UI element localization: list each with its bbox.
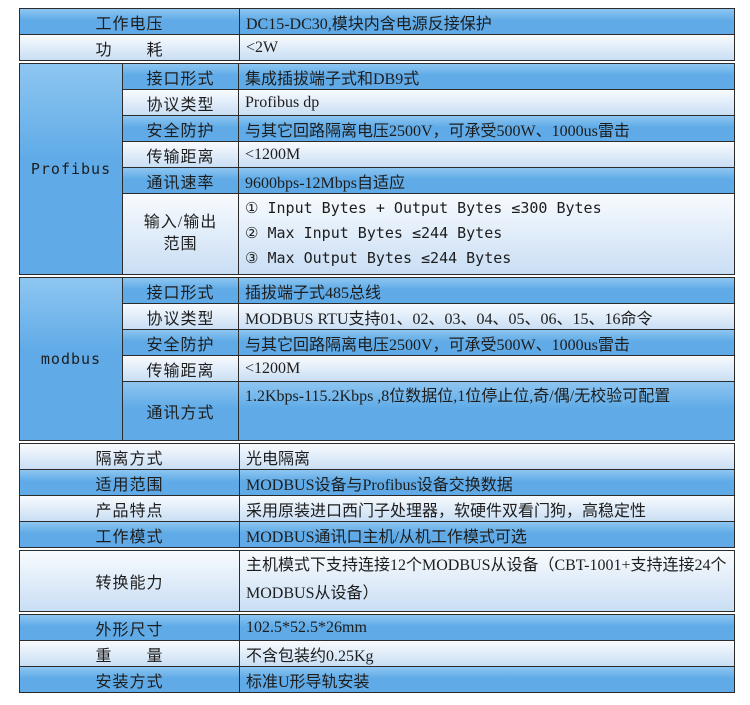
spec-row-convert: 转换能力 主机模式下支持连接12个MODBUS从设备（CBT-1001+支持连接… bbox=[20, 551, 734, 611]
spec-label: 适用范围 bbox=[20, 470, 240, 495]
spec-table: 工作电压 DC15-DC30,模块内含电源反接保护 功 耗 <2W Profib… bbox=[19, 8, 735, 693]
section-physical: 外形尺寸 102.5*52.5*26mm 重 量 不含包装约0.25Kg 安装方… bbox=[19, 614, 735, 693]
spec-row: 接口形式 插拔端子式485总线 bbox=[123, 278, 734, 303]
spec-value: DC15-DC30,模块内含电源反接保护 bbox=[240, 9, 734, 34]
io-line: ① Input Bytes + Output Bytes ≤300 Bytes bbox=[245, 199, 602, 217]
section-modbus: modbus 接口形式 插拔端子式485总线 协议类型 MODBUS RTU支持… bbox=[19, 277, 735, 441]
spec-row: 工作模式 MODBUS通讯口主机/从机工作模式可选 bbox=[20, 521, 734, 547]
spec-value: <1200M bbox=[239, 356, 734, 381]
spec-row: 重 量 不含包装约0.25Kg bbox=[20, 640, 734, 666]
spec-row: 功 耗 <2W bbox=[20, 34, 734, 60]
spec-label: 接口形式 bbox=[123, 278, 239, 303]
spec-value: 采用原装进口西门子处理器，软硬件双看门狗，高稳定性 bbox=[240, 496, 734, 521]
spec-value: <2W bbox=[240, 35, 734, 60]
spec-value: ① Input Bytes + Output Bytes ≤300 Bytes … bbox=[239, 194, 734, 274]
spec-row: 工作电压 DC15-DC30,模块内含电源反接保护 bbox=[20, 9, 734, 34]
io-line: ② Max Input Bytes ≤244 Bytes bbox=[245, 224, 503, 242]
spec-value: 1.2Kbps-115.2Kbps ,8位数据位,1位停止位,奇/偶/无校验可配… bbox=[239, 382, 734, 440]
io-label-line2: 范围 bbox=[163, 236, 198, 253]
spec-label: 外形尺寸 bbox=[20, 615, 240, 640]
modbus-group-label: modbus bbox=[20, 278, 123, 440]
spec-label: 产品特点 bbox=[20, 496, 240, 521]
spec-value: <1200M bbox=[239, 142, 734, 167]
io-label-line1: 输入/输出 bbox=[143, 214, 218, 231]
spec-value: MODBUS设备与Profibus设备交换数据 bbox=[240, 470, 734, 495]
spec-value: 9600bps-12Mbps自适应 bbox=[239, 168, 734, 193]
spec-label: 安装方式 bbox=[20, 667, 240, 692]
spec-label: 传输距离 bbox=[123, 142, 239, 167]
spec-row: 接口形式 集成插拔端子式和DB9式 bbox=[123, 64, 734, 89]
spec-value: 主机模式下支持连接12个MODBUS从设备（CBT-1001+支持连接24个MO… bbox=[240, 551, 734, 611]
spec-label: 通讯方式 bbox=[123, 382, 239, 440]
section-general: 隔离方式 光电隔离 适用范围 MODBUS设备与Profibus设备交换数据 产… bbox=[19, 443, 735, 548]
spec-label: 隔离方式 bbox=[20, 444, 240, 469]
spec-value: 102.5*52.5*26mm bbox=[240, 615, 734, 640]
spec-row: 安装方式 标准U形导轨安装 bbox=[20, 666, 734, 692]
profibus-group-label: Profibus bbox=[20, 64, 123, 274]
spec-label: 输入/输出 范围 bbox=[123, 194, 239, 274]
spec-value: 光电隔离 bbox=[240, 444, 734, 469]
spec-row: 安全防护 与其它回路隔离电压2500V，可承受500W、1000us雷击 bbox=[123, 115, 734, 141]
section-power: 工作电压 DC15-DC30,模块内含电源反接保护 功 耗 <2W bbox=[19, 8, 735, 61]
spec-row: 适用范围 MODBUS设备与Profibus设备交换数据 bbox=[20, 469, 734, 495]
spec-row: 传输距离 <1200M bbox=[123, 355, 734, 381]
spec-value: 与其它回路隔离电压2500V，可承受500W、1000us雷击 bbox=[239, 330, 734, 355]
spec-label: 协议类型 bbox=[123, 90, 239, 115]
spec-value: 标准U形导轨安装 bbox=[240, 667, 734, 692]
spec-value: MODBUS通讯口主机/从机工作模式可选 bbox=[240, 522, 734, 547]
spec-label: 接口形式 bbox=[123, 64, 239, 89]
spec-row: 协议类型 Profibus dp bbox=[123, 89, 734, 115]
spec-label: 通讯速率 bbox=[123, 168, 239, 193]
spec-label: 工作模式 bbox=[20, 522, 240, 547]
spec-label: 安全防护 bbox=[123, 330, 239, 355]
spec-value: 与其它回路隔离电压2500V，可承受500W、1000us雷击 bbox=[239, 116, 734, 141]
spec-label: 功 耗 bbox=[20, 35, 240, 60]
spec-row: 协议类型 MODBUS RTU支持01、02、03、04、05、06、15、16… bbox=[123, 303, 734, 329]
spec-value: 集成插拔端子式和DB9式 bbox=[239, 64, 734, 89]
spec-row-io-range: 输入/输出 范围 ① Input Bytes + Output Bytes ≤3… bbox=[123, 193, 734, 274]
spec-value: Profibus dp bbox=[239, 90, 734, 115]
spec-row: 通讯速率 9600bps-12Mbps自适应 bbox=[123, 167, 734, 193]
spec-value: 不含包装约0.25Kg bbox=[240, 641, 734, 666]
spec-label: 协议类型 bbox=[123, 304, 239, 329]
spec-row: 传输距离 <1200M bbox=[123, 141, 734, 167]
spec-label: 重 量 bbox=[20, 641, 240, 666]
spec-label: 工作电压 bbox=[20, 9, 240, 34]
spec-label: 转换能力 bbox=[20, 551, 240, 611]
section-profibus: Profibus 接口形式 集成插拔端子式和DB9式 协议类型 Profibus… bbox=[19, 63, 735, 275]
spec-row: 外形尺寸 102.5*52.5*26mm bbox=[20, 615, 734, 640]
io-line: ③ Max Output Bytes ≤244 Bytes bbox=[245, 249, 512, 267]
spec-label: 传输距离 bbox=[123, 356, 239, 381]
spec-row-comm-mode: 通讯方式 1.2Kbps-115.2Kbps ,8位数据位,1位停止位,奇/偶/… bbox=[123, 381, 734, 440]
spec-row: 安全防护 与其它回路隔离电压2500V，可承受500W、1000us雷击 bbox=[123, 329, 734, 355]
spec-row: 产品特点 采用原装进口西门子处理器，软硬件双看门狗，高稳定性 bbox=[20, 495, 734, 521]
section-convert: 转换能力 主机模式下支持连接12个MODBUS从设备（CBT-1001+支持连接… bbox=[19, 550, 735, 612]
spec-value: 插拔端子式485总线 bbox=[239, 278, 734, 303]
spec-row: 隔离方式 光电隔离 bbox=[20, 444, 734, 469]
spec-value: MODBUS RTU支持01、02、03、04、05、06、15、16命令 bbox=[239, 304, 734, 329]
spec-label: 安全防护 bbox=[123, 116, 239, 141]
